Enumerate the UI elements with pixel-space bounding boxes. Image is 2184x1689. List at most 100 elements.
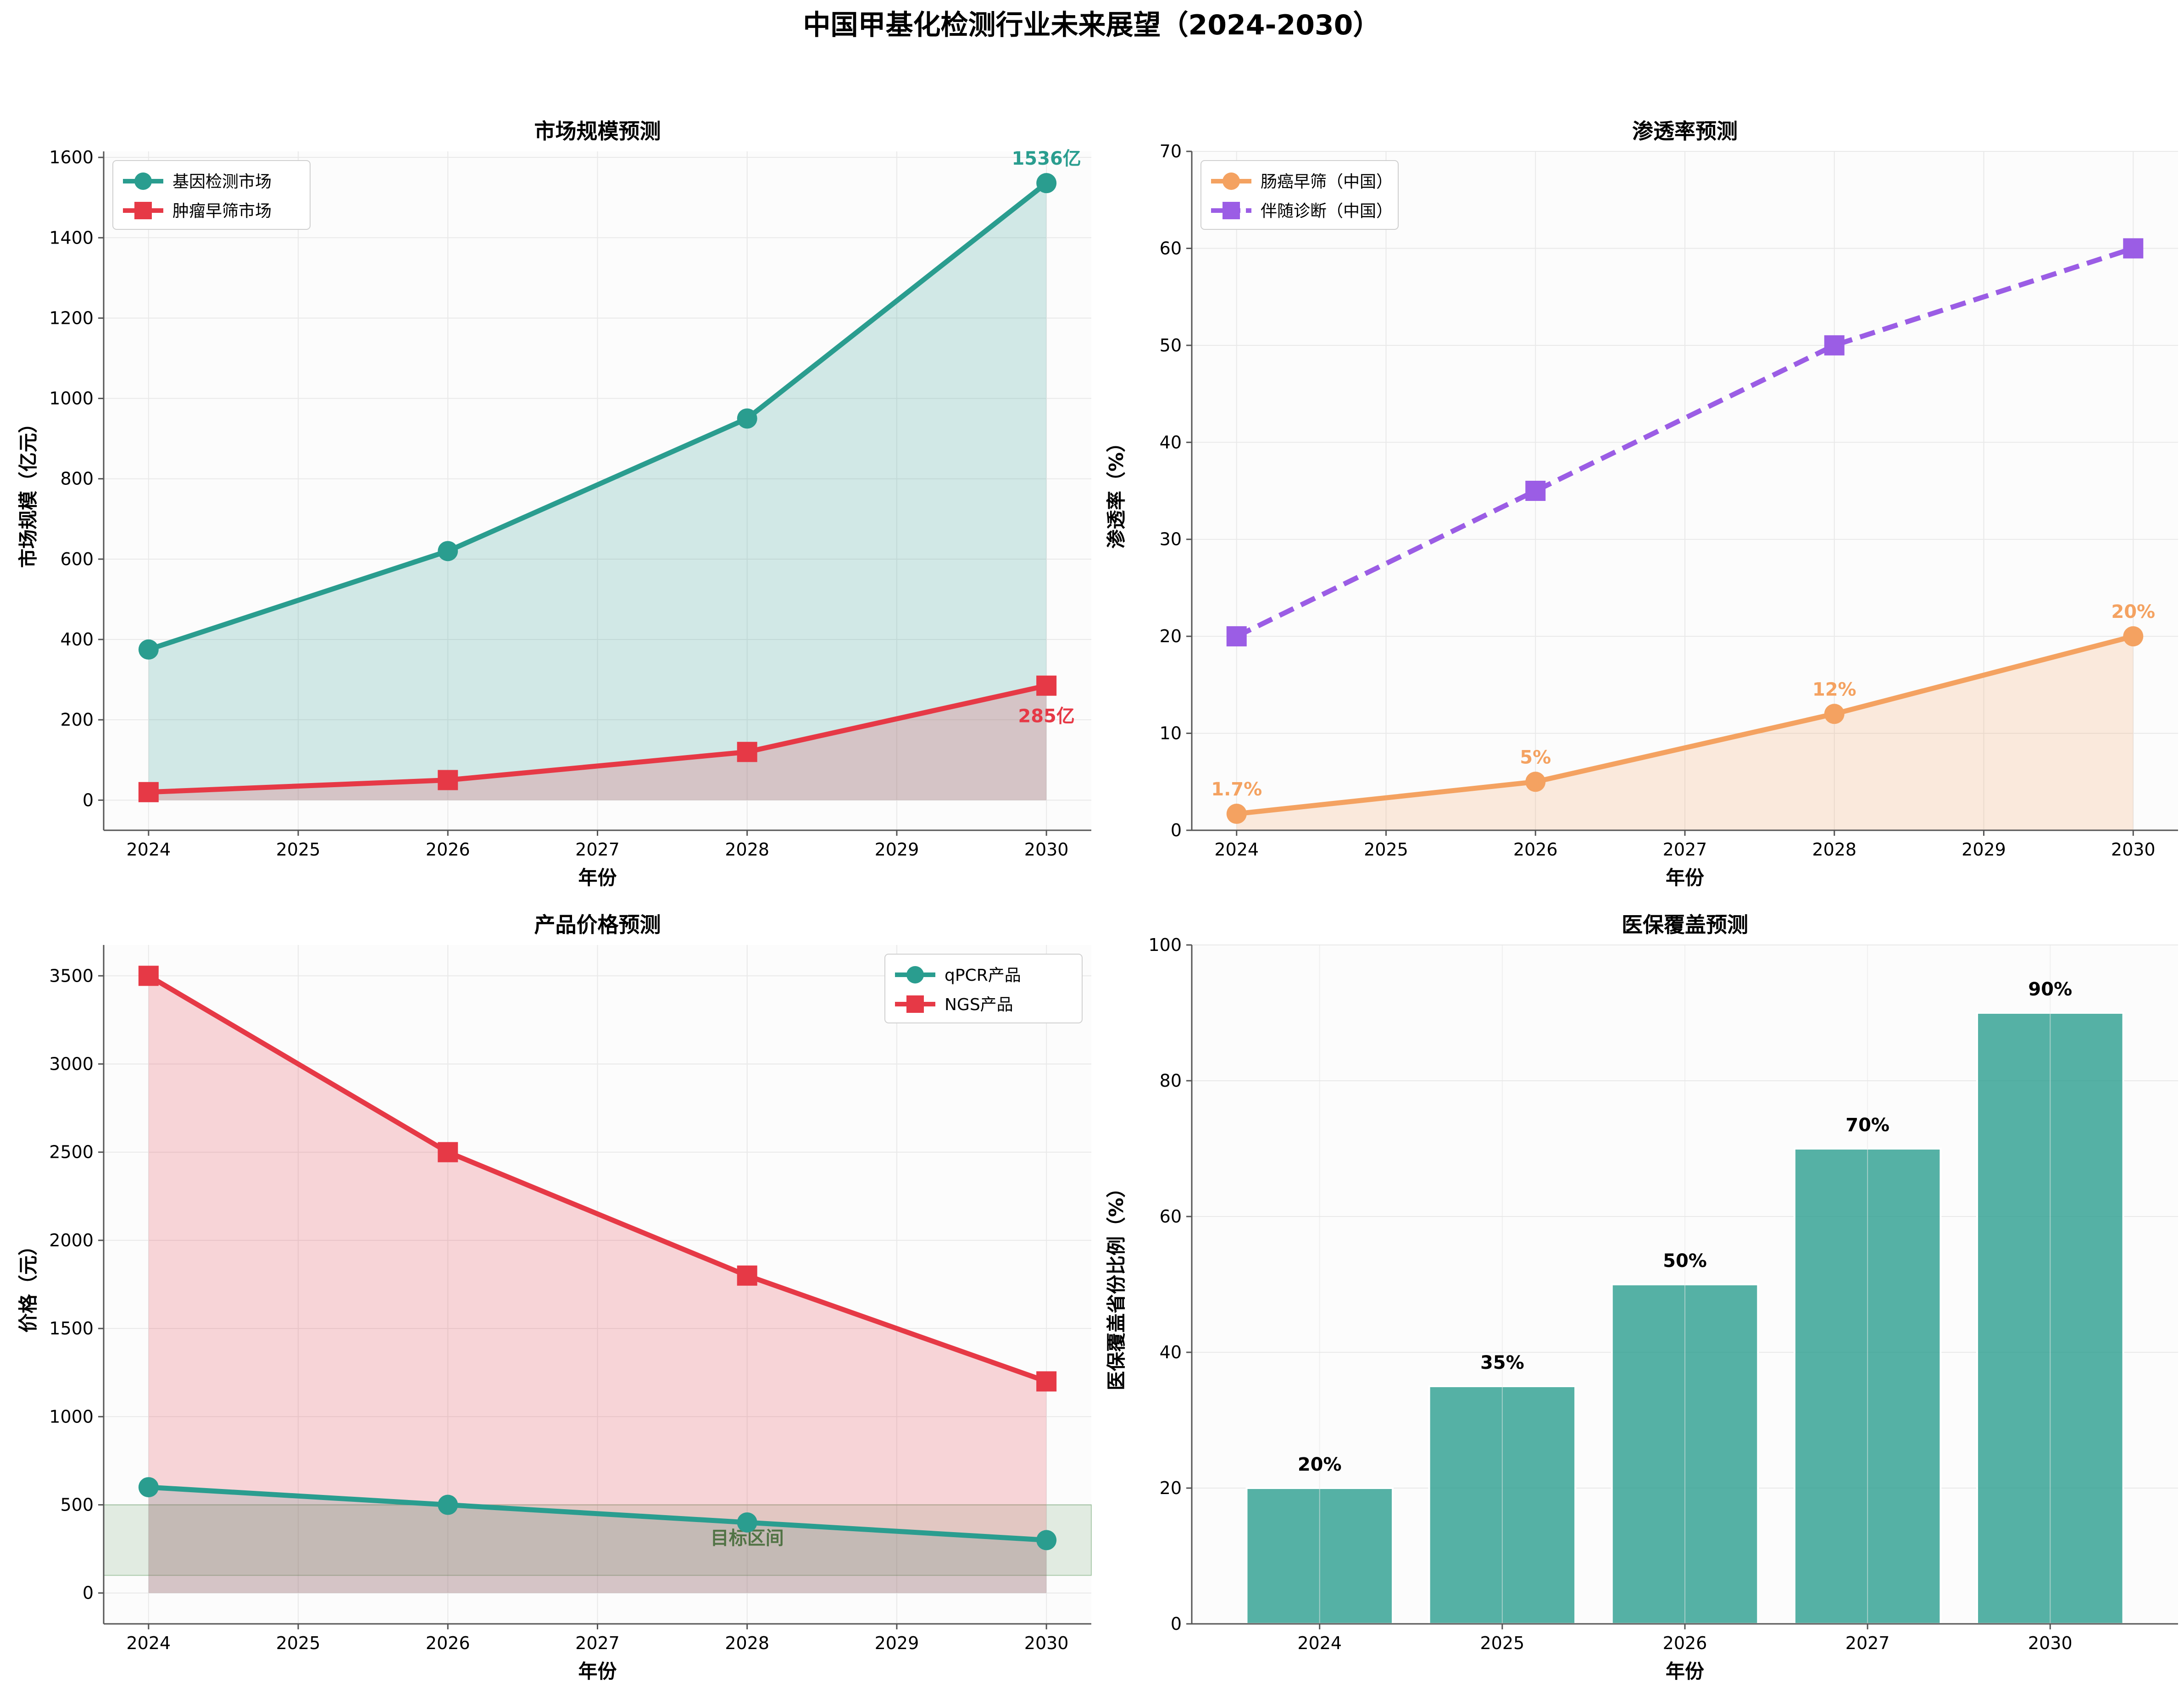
bar-value-label: 90% bbox=[2028, 979, 2072, 1000]
x-tick-label: 2026 bbox=[426, 1633, 470, 1653]
y-tick-label: 1500 bbox=[49, 1318, 94, 1339]
legend-marker-square bbox=[906, 995, 924, 1013]
x-tick-label: 2030 bbox=[2111, 839, 2156, 860]
legend-marker-circle bbox=[134, 172, 152, 190]
series-area-fill bbox=[148, 976, 1047, 1593]
data-point-square bbox=[438, 1142, 458, 1162]
x-tick-label: 2029 bbox=[875, 839, 919, 860]
data-point-circle bbox=[1036, 1530, 1057, 1550]
data-point-square bbox=[2123, 238, 2144, 259]
y-tick-label: 60 bbox=[1160, 1206, 1182, 1227]
legend-label: 基因检测市场 bbox=[172, 172, 272, 191]
x-tick-label: 2028 bbox=[1812, 839, 1856, 860]
y-tick-label: 100 bbox=[1148, 935, 1182, 955]
legend-marker-square bbox=[1223, 202, 1240, 219]
y-tick-label: 2000 bbox=[49, 1230, 94, 1250]
data-point-square bbox=[138, 966, 159, 986]
x-tick-label: 2030 bbox=[2028, 1633, 2073, 1653]
data-point-square bbox=[438, 770, 458, 790]
chart-title: 市场规模预测 bbox=[534, 119, 661, 144]
legend-marker-circle bbox=[1223, 172, 1240, 190]
y-tick-label: 10 bbox=[1160, 723, 1182, 744]
x-tick-label: 2024 bbox=[127, 1633, 171, 1653]
data-annotation: 1.7% bbox=[1211, 779, 1262, 800]
x-tick-label: 2027 bbox=[575, 1633, 620, 1653]
data-point-circle bbox=[1525, 772, 1546, 792]
series-line bbox=[147, 973, 1047, 1384]
bar-value-label: 20% bbox=[1298, 1454, 1342, 1475]
x-tick-label: 2027 bbox=[1663, 839, 1707, 860]
data-point-square bbox=[1036, 675, 1057, 696]
y-tick-label: 20 bbox=[1160, 1478, 1182, 1498]
y-tick-label: 40 bbox=[1160, 1342, 1182, 1362]
data-annotation: 285亿 bbox=[1018, 706, 1075, 727]
y-tick-label: 1200 bbox=[49, 308, 94, 328]
x-tick-label: 2026 bbox=[1663, 1633, 1707, 1653]
legend-label: 肿瘤早筛市场 bbox=[172, 202, 272, 221]
data-point-circle bbox=[1824, 704, 1845, 724]
x-tick-label: 2030 bbox=[1024, 1633, 1069, 1653]
y-axis-label: 市场规模（亿元） bbox=[17, 414, 39, 568]
x-tick-label: 2029 bbox=[875, 1633, 919, 1653]
data-point-square bbox=[1226, 626, 1247, 647]
y-tick-label: 800 bbox=[60, 469, 94, 489]
target-band bbox=[103, 1504, 1092, 1576]
y-tick-label: 3500 bbox=[49, 966, 94, 986]
y-tick-label: 500 bbox=[60, 1495, 94, 1515]
data-point-circle bbox=[1036, 173, 1057, 194]
data-point-circle bbox=[138, 1477, 159, 1498]
x-axis-label: 年份 bbox=[1666, 867, 1704, 889]
y-tick-label: 3000 bbox=[49, 1054, 94, 1074]
data-point-circle bbox=[1226, 804, 1247, 824]
legend-marker-square bbox=[134, 202, 152, 219]
y-tick-label: 0 bbox=[1171, 1614, 1182, 1634]
y-tick-label: 50 bbox=[1160, 335, 1182, 356]
y-tick-label: 0 bbox=[83, 790, 94, 810]
y-tick-label: 2500 bbox=[49, 1142, 94, 1162]
y-tick-label: 40 bbox=[1160, 432, 1182, 452]
series-area-fill bbox=[1236, 636, 2134, 830]
y-tick-label: 1000 bbox=[49, 389, 94, 409]
data-point-circle bbox=[438, 1495, 458, 1515]
series-line bbox=[1235, 246, 2134, 639]
y-tick-label: 1000 bbox=[49, 1406, 94, 1427]
x-tick-label: 2026 bbox=[426, 839, 470, 860]
data-annotation: 1536亿 bbox=[1011, 148, 1081, 169]
x-tick-label: 2024 bbox=[1214, 839, 1259, 860]
legend-label: 伴随诊断（中国） bbox=[1261, 202, 1393, 221]
y-tick-label: 0 bbox=[83, 1583, 94, 1603]
y-tick-label: 70 bbox=[1160, 141, 1182, 161]
y-axis-label: 价格（元） bbox=[17, 1236, 39, 1333]
y-tick-label: 600 bbox=[60, 549, 94, 569]
y-tick-label: 1600 bbox=[49, 147, 94, 167]
legend-label: 肠癌早筛（中国） bbox=[1261, 172, 1393, 191]
x-tick-label: 2025 bbox=[276, 839, 321, 860]
data-annotation: 5% bbox=[1520, 747, 1551, 768]
x-tick-label: 2029 bbox=[1962, 839, 2006, 860]
bar-value-label: 50% bbox=[1663, 1250, 1707, 1272]
series-area-fill bbox=[148, 1487, 1047, 1593]
y-tick-label: 60 bbox=[1160, 238, 1182, 258]
data-point-square bbox=[1824, 335, 1845, 356]
legend-marker-circle bbox=[906, 966, 924, 983]
y-axis-label: 医保覆盖省份比例（%） bbox=[1105, 1178, 1128, 1390]
x-tick-label: 2028 bbox=[725, 1633, 769, 1653]
x-tick-label: 2024 bbox=[1297, 1633, 1342, 1653]
x-tick-label: 2028 bbox=[725, 839, 769, 860]
y-tick-label: 0 bbox=[1171, 820, 1182, 840]
data-annotation: 20% bbox=[2111, 601, 2155, 622]
y-tick-label: 30 bbox=[1160, 529, 1182, 550]
series-line bbox=[148, 1484, 1047, 1543]
series-line bbox=[148, 683, 1047, 795]
data-point-square bbox=[1036, 1371, 1057, 1392]
x-tick-label: 2024 bbox=[127, 839, 171, 860]
x-tick-label: 2027 bbox=[1845, 1633, 1890, 1653]
x-tick-label: 2027 bbox=[575, 839, 620, 860]
x-tick-label: 2025 bbox=[276, 1633, 321, 1653]
y-tick-label: 80 bbox=[1160, 1071, 1182, 1091]
